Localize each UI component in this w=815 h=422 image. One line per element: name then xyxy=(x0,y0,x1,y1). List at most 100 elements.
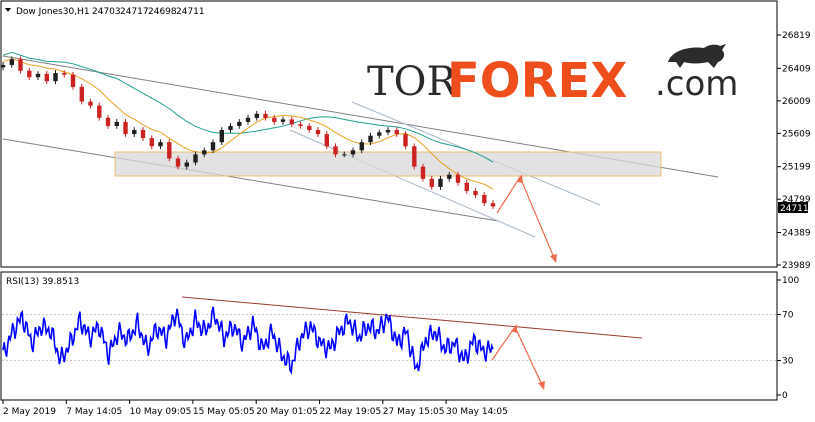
candle-body xyxy=(62,73,67,75)
price-tick-label: 24389 xyxy=(782,229,811,239)
candle-body xyxy=(35,73,41,78)
rsi-tick-label: 100 xyxy=(782,276,799,286)
chart-header: Dow Jones30,H1 24703 24717 24698 24711 xyxy=(5,7,205,17)
moving-average-fast xyxy=(2,58,494,190)
time-tick-label: 22 May 19:05 xyxy=(320,407,382,417)
candle-body xyxy=(429,178,434,187)
candle-body xyxy=(490,203,496,207)
candle-body xyxy=(132,130,137,135)
candle-body xyxy=(237,121,242,126)
candle-body xyxy=(342,154,347,156)
candle-body xyxy=(324,134,329,147)
bull-icon xyxy=(668,44,726,68)
price-tick-label: 23989 xyxy=(782,261,811,271)
candle-body xyxy=(482,195,487,204)
candle-body xyxy=(140,130,146,139)
price-tick-label: 26009 xyxy=(782,97,811,107)
price-plot xyxy=(0,51,719,263)
candle-body xyxy=(184,162,189,167)
candle-body xyxy=(280,119,286,122)
time-tick-label: 7 May 14:05 xyxy=(66,407,122,417)
candle-body xyxy=(210,142,216,151)
rsi-title: RSI(13) 39.8513 xyxy=(6,277,79,287)
price-tick-label: 26409 xyxy=(782,64,811,74)
ohlc-open: 24703 xyxy=(92,7,121,17)
rsi-panel-frame xyxy=(0,271,778,401)
price-axis: 26819 26409 26009 25609 25199 24799 24389 23989 xyxy=(777,31,811,271)
candle-body xyxy=(245,117,251,122)
candle-body xyxy=(464,182,469,191)
candle-body xyxy=(298,124,303,126)
candle-body xyxy=(420,166,426,179)
price-tick-label: 26819 xyxy=(782,31,811,41)
time-tick-label: 15 May 05:05 xyxy=(193,407,255,417)
candle-body xyxy=(53,73,58,82)
candle-body xyxy=(307,125,312,130)
rsi-tick-label: 0 xyxy=(782,391,788,401)
candle-body xyxy=(88,101,93,106)
ohlc-low: 24698 xyxy=(148,7,177,17)
price-forecast-path xyxy=(496,175,556,261)
inner-channel-line-2 xyxy=(289,129,536,238)
rsi-plot xyxy=(2,296,776,390)
current-price-tag: 24711 xyxy=(778,202,809,214)
candle-body xyxy=(350,150,356,155)
rsi-arrow-up-icon xyxy=(511,324,517,333)
time-tick-label: 27 May 15:05 xyxy=(383,407,445,417)
price-panel-frame xyxy=(0,0,778,268)
price-tick-label: 24799 xyxy=(782,195,811,205)
time-tick-label: 30 May 14:05 xyxy=(446,407,508,417)
forecast-arrow-up-icon xyxy=(517,174,523,183)
candle-body xyxy=(254,113,259,118)
moving-average-slow xyxy=(2,51,494,163)
ohlc-close: 24711 xyxy=(176,7,205,17)
candle-body xyxy=(9,59,14,65)
time-tick-label: 20 May 01:05 xyxy=(256,407,318,417)
candle-body xyxy=(438,178,443,187)
logo-com: .com xyxy=(655,64,738,104)
price-tick-label: 25199 xyxy=(782,163,811,173)
candle-body xyxy=(228,125,233,130)
candle-body xyxy=(289,119,294,125)
logo-forex: FOREX xyxy=(447,53,627,109)
candle-body xyxy=(193,154,198,163)
ohlc-high: 24717 xyxy=(120,7,149,17)
rsi-tick-label: 30 xyxy=(782,357,794,367)
rsi-line xyxy=(2,306,494,375)
logo-tor: TOR xyxy=(367,59,458,105)
rsi-trend-line xyxy=(181,296,643,339)
time-tick-label: 10 May 09:05 xyxy=(130,407,192,417)
candle-body xyxy=(0,65,6,68)
candle-body xyxy=(263,113,268,118)
candle-body xyxy=(412,146,417,167)
candle-body xyxy=(447,174,452,179)
candle-body xyxy=(158,142,163,147)
candle-body xyxy=(219,130,224,143)
candle-body xyxy=(79,86,84,102)
rsi-arrow-down-icon xyxy=(538,381,545,390)
symbol-label: Dow Jones30,H1 xyxy=(16,7,90,17)
candle-body xyxy=(44,73,49,82)
candle-body xyxy=(123,121,128,135)
candle-body xyxy=(18,59,23,71)
rsi-tick-label: 70 xyxy=(782,311,794,321)
candle-body xyxy=(272,117,277,122)
candle-body xyxy=(175,158,181,167)
torforex-logo: TOR FOREX .com xyxy=(367,44,738,109)
forecast-arrow-down-icon xyxy=(550,254,557,263)
candle-body xyxy=(202,150,207,155)
candle-body xyxy=(149,138,154,147)
candle-body xyxy=(394,130,399,135)
price-tick-label: 25609 xyxy=(782,129,811,139)
time-tick-label: 2 May 2019 xyxy=(3,407,56,417)
candle-body xyxy=(105,117,111,126)
dropdown-triangle-icon[interactable] xyxy=(5,8,11,12)
candle-body xyxy=(473,191,478,196)
candle-body xyxy=(315,130,321,135)
candle-body xyxy=(70,74,76,87)
time-axis: 2 May 2019 7 May 14:05 10 May 09:05 15 May … xyxy=(2,400,508,417)
candle-body xyxy=(359,142,364,151)
lower-channel-line xyxy=(2,138,499,222)
